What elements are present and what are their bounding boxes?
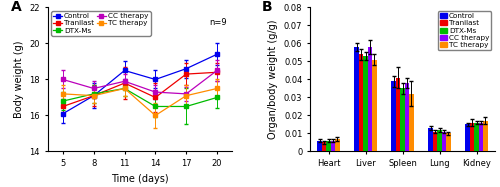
- Bar: [392, 81, 396, 151]
- Bar: [474, 123, 478, 151]
- Text: n=9: n=9: [209, 19, 226, 27]
- Bar: [483, 121, 488, 151]
- Bar: [396, 78, 400, 151]
- Bar: [354, 47, 359, 151]
- Legend: Control, Tranilast, DTX-Ms, CC therapy, TC therapy: Control, Tranilast, DTX-Ms, CC therapy, …: [438, 11, 492, 50]
- Y-axis label: Organ/body weight (g/g): Organ/body weight (g/g): [268, 20, 278, 139]
- Bar: [428, 128, 433, 151]
- Bar: [405, 83, 409, 151]
- Text: B: B: [262, 0, 272, 14]
- Bar: [318, 141, 322, 151]
- Bar: [409, 94, 414, 151]
- Bar: [335, 139, 340, 151]
- Y-axis label: Body weight (g): Body weight (g): [14, 41, 24, 118]
- Bar: [442, 132, 446, 151]
- Bar: [372, 60, 376, 151]
- Text: A: A: [10, 0, 22, 14]
- Bar: [470, 123, 474, 151]
- Legend: Control, Tranilast, DTX-Ms, CC therapy, TC therapy: Control, Tranilast, DTX-Ms, CC therapy, …: [51, 11, 150, 36]
- Bar: [322, 142, 326, 151]
- Bar: [364, 56, 368, 151]
- Bar: [368, 47, 372, 151]
- Bar: [446, 134, 450, 151]
- Bar: [438, 130, 442, 151]
- Bar: [433, 132, 438, 151]
- X-axis label: Time (days): Time (days): [111, 174, 169, 184]
- Bar: [359, 54, 364, 151]
- Bar: [466, 125, 470, 151]
- Bar: [400, 88, 405, 151]
- Bar: [326, 141, 331, 151]
- Bar: [478, 123, 483, 151]
- Bar: [331, 141, 335, 151]
